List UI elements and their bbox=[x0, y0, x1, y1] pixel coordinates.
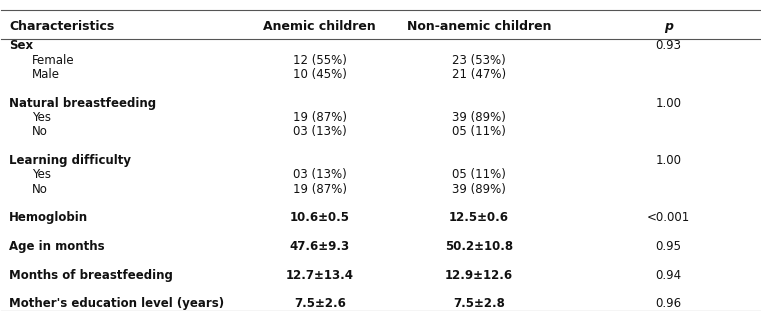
Text: 47.6±9.3: 47.6±9.3 bbox=[290, 240, 350, 253]
Text: 12.7±13.4: 12.7±13.4 bbox=[286, 269, 354, 282]
Text: 7.5±2.8: 7.5±2.8 bbox=[453, 297, 505, 310]
Text: Natural breastfeeding: Natural breastfeeding bbox=[9, 97, 156, 110]
Text: 0.95: 0.95 bbox=[656, 240, 682, 253]
Text: 12 (55%): 12 (55%) bbox=[293, 54, 347, 67]
Text: 39 (89%): 39 (89%) bbox=[452, 111, 506, 124]
Text: p: p bbox=[664, 20, 673, 33]
Text: 1.00: 1.00 bbox=[656, 97, 682, 110]
Text: Mother's education level (years): Mother's education level (years) bbox=[9, 297, 224, 310]
Text: Yes: Yes bbox=[32, 111, 51, 124]
Text: 10.6±0.5: 10.6±0.5 bbox=[290, 211, 350, 224]
Text: 50.2±10.8: 50.2±10.8 bbox=[445, 240, 513, 253]
Text: 21 (47%): 21 (47%) bbox=[452, 68, 506, 81]
Text: 12.5±0.6: 12.5±0.6 bbox=[449, 211, 509, 224]
Text: 0.96: 0.96 bbox=[655, 297, 682, 310]
Text: 0.93: 0.93 bbox=[656, 39, 682, 52]
Text: 05 (11%): 05 (11%) bbox=[452, 125, 506, 138]
Text: 23 (53%): 23 (53%) bbox=[452, 54, 506, 67]
Text: 12.9±12.6: 12.9±12.6 bbox=[445, 269, 513, 282]
Text: Age in months: Age in months bbox=[9, 240, 104, 253]
Text: 05 (11%): 05 (11%) bbox=[452, 168, 506, 181]
Text: No: No bbox=[32, 183, 48, 196]
Text: <0.001: <0.001 bbox=[647, 211, 690, 224]
Text: 39 (89%): 39 (89%) bbox=[452, 183, 506, 196]
Text: Non-anemic children: Non-anemic children bbox=[407, 20, 551, 33]
Text: Female: Female bbox=[32, 54, 75, 67]
Text: Months of breastfeeding: Months of breastfeeding bbox=[9, 269, 173, 282]
Text: 7.5±2.6: 7.5±2.6 bbox=[294, 297, 345, 310]
Text: 19 (87%): 19 (87%) bbox=[293, 183, 347, 196]
Text: Characteristics: Characteristics bbox=[9, 20, 114, 33]
Text: 1.00: 1.00 bbox=[656, 154, 682, 167]
Text: Sex: Sex bbox=[9, 39, 33, 52]
Text: Hemoglobin: Hemoglobin bbox=[9, 211, 88, 224]
Text: 19 (87%): 19 (87%) bbox=[293, 111, 347, 124]
Text: Male: Male bbox=[32, 68, 59, 81]
Text: Anemic children: Anemic children bbox=[263, 20, 376, 33]
Text: Yes: Yes bbox=[32, 168, 51, 181]
Text: 03 (13%): 03 (13%) bbox=[293, 125, 347, 138]
Text: No: No bbox=[32, 125, 48, 138]
Text: Learning difficulty: Learning difficulty bbox=[9, 154, 131, 167]
Text: 03 (13%): 03 (13%) bbox=[293, 168, 347, 181]
Text: 10 (45%): 10 (45%) bbox=[293, 68, 347, 81]
Text: 0.94: 0.94 bbox=[655, 269, 682, 282]
